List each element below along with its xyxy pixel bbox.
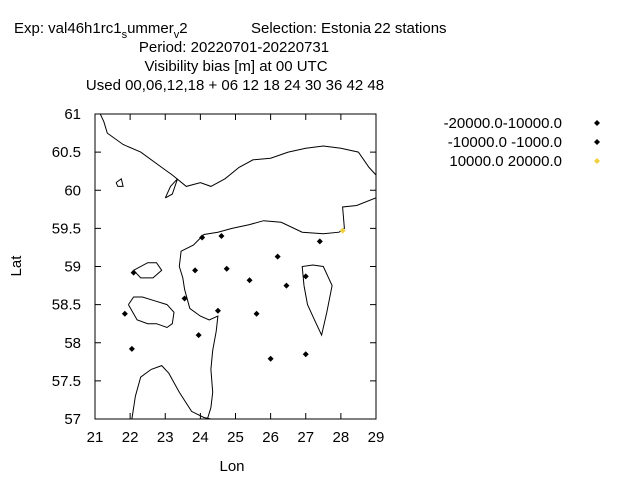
x-tick-label: 24	[192, 429, 209, 446]
data-point-series-1	[192, 267, 199, 274]
data-point-series-1	[121, 310, 128, 317]
data-point-series-1	[253, 310, 260, 317]
legend-marker	[594, 139, 600, 145]
chart-title-line4: Used 00,06,12,18 + 06 12 18 24 30 36 42 …	[86, 77, 384, 94]
data-point-series-1	[274, 253, 281, 260]
title-stations: 22 stations	[374, 20, 447, 37]
data-point-series-1	[246, 277, 253, 284]
title-mid: ummer	[127, 20, 174, 37]
x-tick-label: 29	[368, 429, 385, 446]
data-point-series-1	[223, 265, 230, 272]
y-tick-label: 61	[64, 106, 81, 123]
data-point-series-2	[339, 227, 346, 234]
x-tick-label: 22	[122, 429, 139, 446]
legend-label: 10000.0 20000.0	[449, 153, 562, 170]
legend-label: -10000.0 -1000.0	[448, 134, 562, 151]
y-tick-label: 59	[64, 259, 81, 276]
coastline-6	[164, 178, 178, 199]
title-end: 2	[179, 20, 187, 37]
coastline-2	[99, 114, 376, 187]
y-tick-label: 58.5	[52, 297, 81, 314]
title-sub-s: s	[122, 29, 128, 41]
y-tick-label: 57	[64, 411, 81, 428]
legend-label: -20000.0-10000.0	[444, 115, 562, 132]
legend-marker	[594, 120, 600, 126]
coastline-map	[99, 114, 376, 419]
x-tick-label: 27	[297, 429, 314, 446]
y-axis-label: Lat	[8, 255, 25, 277]
data-point-series-1	[302, 351, 309, 358]
x-tick-label: 23	[157, 429, 174, 446]
data-point-series-1	[267, 355, 274, 362]
coastline-4	[133, 262, 163, 279]
coastline-5	[301, 264, 333, 337]
data-point-series-1	[195, 332, 202, 339]
data-point-series-1	[181, 295, 188, 302]
data-point-series-1	[128, 345, 135, 352]
data-point-series-1	[283, 282, 290, 289]
x-tick-label: 21	[87, 429, 104, 446]
y-tick-label: 60	[64, 182, 81, 199]
title-sub-v: v	[174, 29, 180, 41]
x-tick-label: 26	[262, 429, 279, 446]
coastline-0	[131, 365, 212, 419]
chart-legend: -20000.0-10000.0 -10000.0 -1000.0 10000.0 …	[444, 115, 600, 170]
title-selection: Selection: Estonia	[251, 20, 372, 37]
chart-title-line3: Visibility bias [m] at 00 UTC	[144, 58, 327, 75]
coastline-3	[127, 296, 175, 329]
data-point-series-1	[130, 269, 137, 276]
data-point-series-1	[316, 238, 323, 245]
plot-frame	[94, 113, 377, 420]
x-tick-label: 25	[227, 429, 244, 446]
y-tick-label: 57.5	[52, 373, 81, 390]
data-points	[121, 227, 346, 362]
title-exp: Exp: val46h1rc1	[14, 20, 122, 37]
data-point-series-1	[302, 273, 309, 280]
y-tick-label: 59.5	[52, 220, 81, 237]
chart-title-line1: Exp: val46h1rc1summerv2	[14, 20, 188, 41]
data-point-series-1	[199, 234, 206, 241]
data-point-series-1	[218, 233, 225, 239]
chart-title-line2: Period: 20220701-20220731	[139, 39, 329, 56]
x-tick-label: 28	[333, 429, 350, 446]
y-tick-label: 58	[64, 335, 81, 352]
data-point-series-1	[214, 307, 221, 314]
x-axis-label: Lon	[219, 458, 244, 475]
coastline-1	[178, 197, 376, 419]
axis-ticks: 21 22 23 24 25 26 27 28 29 57 57.5 58 58.5 59 59.5 60 60…	[52, 106, 385, 446]
legend-marker	[594, 158, 600, 164]
y-tick-label: 60.5	[52, 144, 81, 161]
coastline-7	[115, 177, 124, 187]
